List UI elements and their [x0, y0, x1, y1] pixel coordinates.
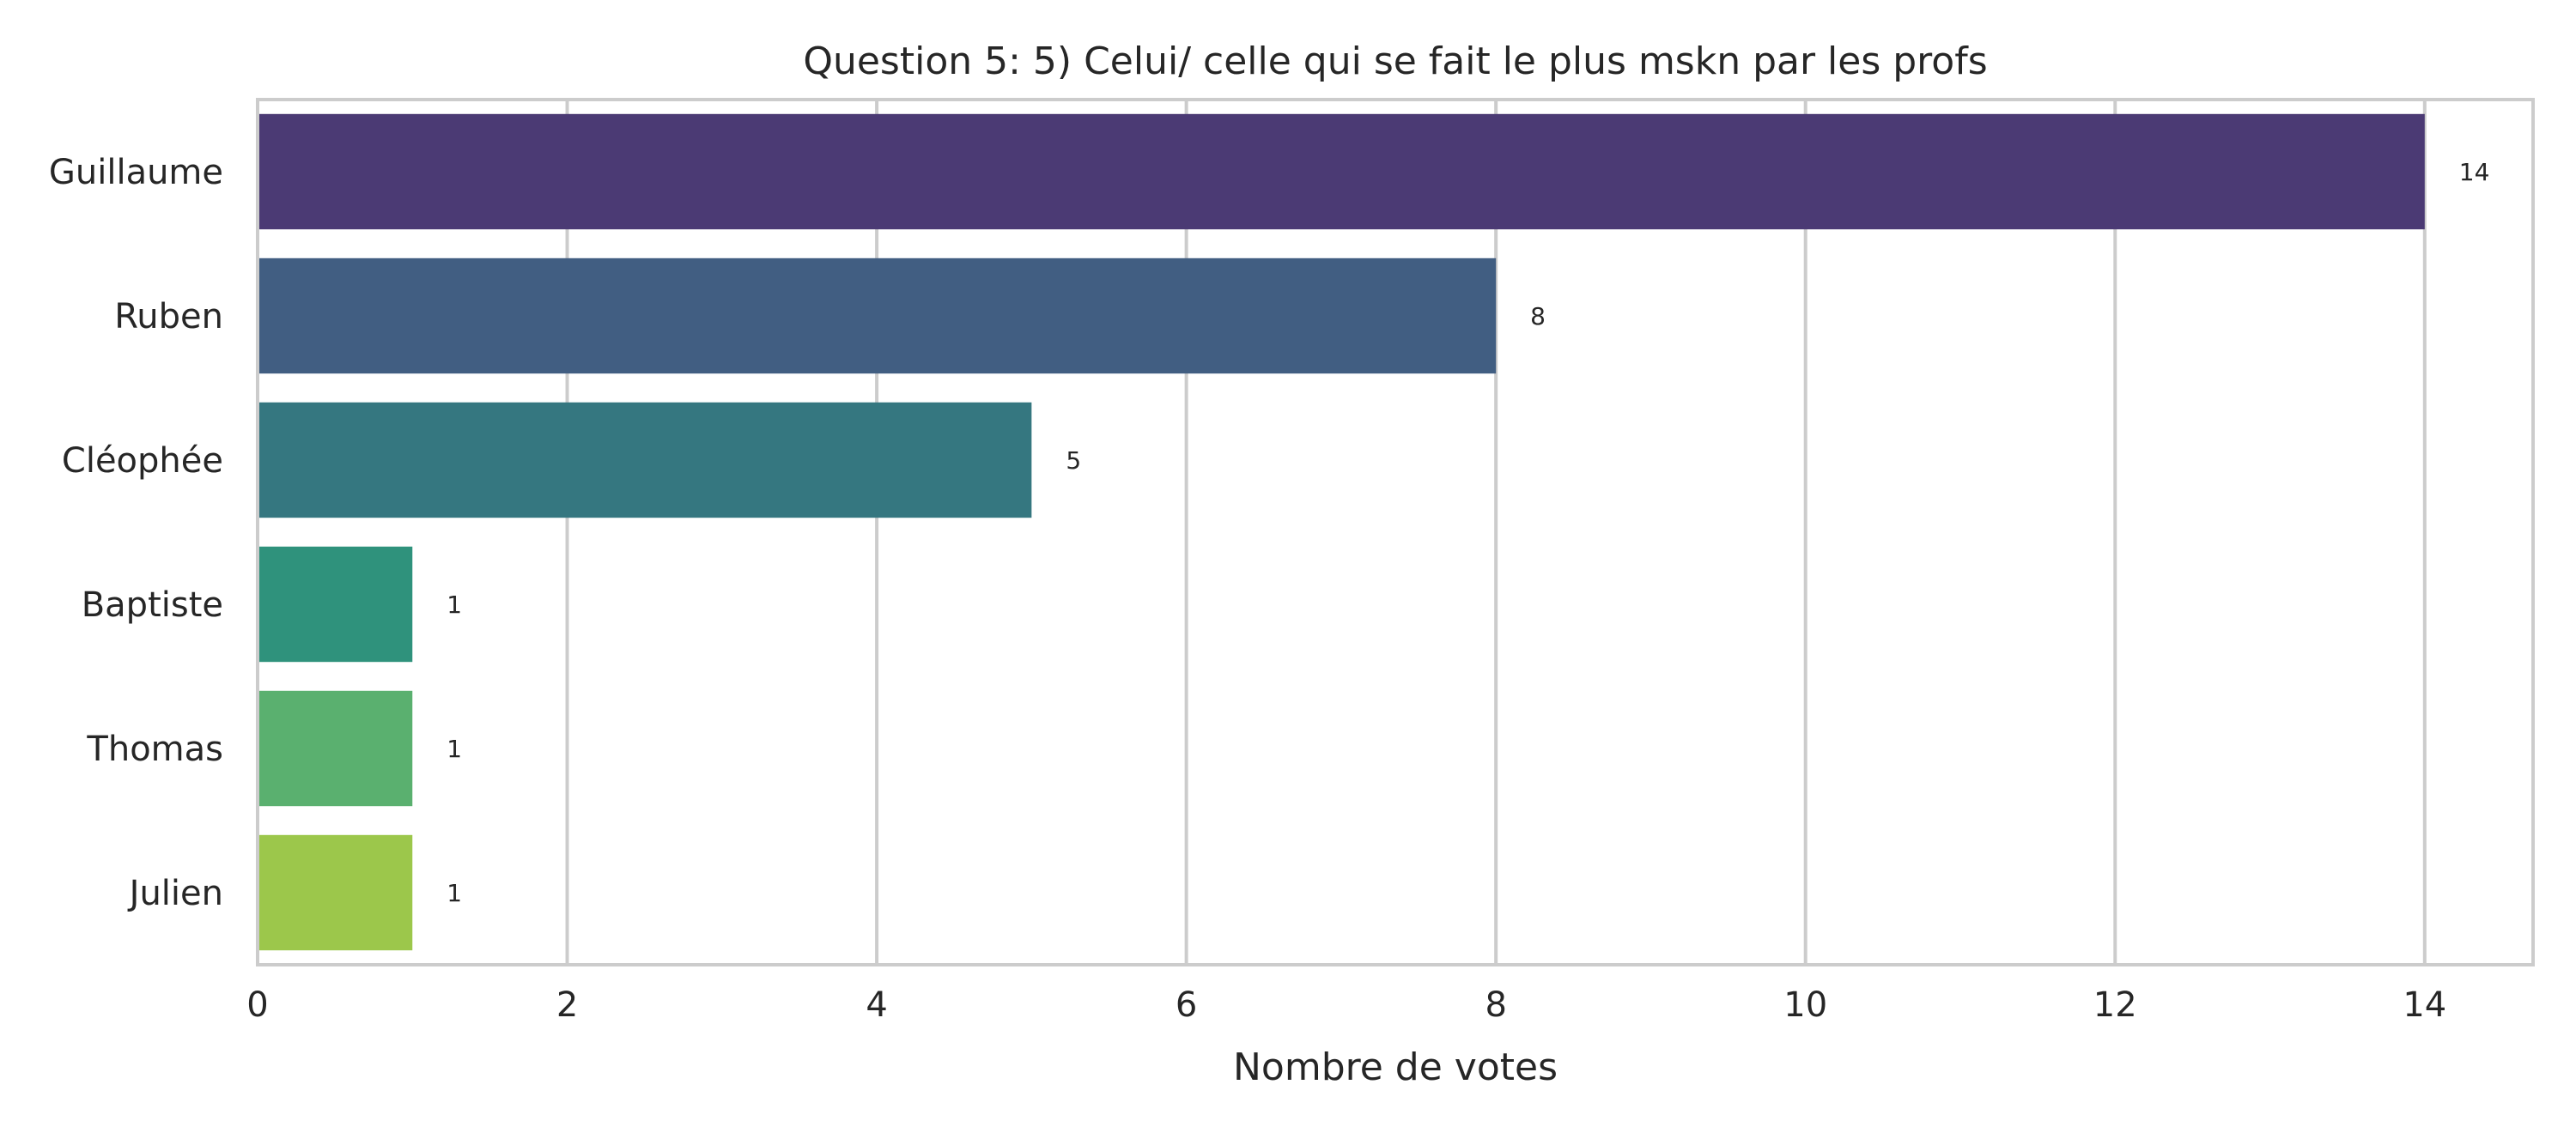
x-tick-label: 0 [246, 985, 268, 1025]
bar-value-label: 1 [447, 879, 462, 907]
y-tick-label: Julien [127, 874, 223, 913]
bar [258, 546, 413, 663]
bar [258, 258, 1497, 374]
bar [258, 690, 413, 807]
bar-value-label: 8 [1530, 302, 1546, 330]
x-axis-ticks: 0 2 4 6 8 10 12 14 [246, 985, 2446, 1025]
bar-value-label: 1 [447, 591, 462, 619]
y-tick-label: Thomas [86, 730, 223, 769]
bar [258, 113, 2425, 230]
x-tick-label: 14 [2403, 985, 2446, 1025]
bar-value-label: 14 [2459, 158, 2490, 186]
x-tick-label: 2 [556, 985, 578, 1025]
x-tick-label: 8 [1485, 985, 1506, 1025]
y-tick-label: Ruben [114, 297, 223, 336]
plot-frame [256, 98, 2535, 966]
x-tick-label: 6 [1176, 985, 1197, 1025]
y-tick-label: Cléophée [62, 441, 223, 481]
x-axis-label: Nombre de votes [1233, 1045, 1558, 1089]
bar-value-label: 1 [447, 735, 462, 763]
y-axis-ticks: Guillaume Ruben Cléophée Baptiste Thomas Juli… [49, 153, 223, 913]
x-tick-label: 10 [1783, 985, 1827, 1025]
bar [258, 834, 413, 951]
x-tick-label: 4 [866, 985, 887, 1025]
chart-title: Question 5: 5) Celui/ celle qui se fait … [803, 39, 1987, 83]
bar-value-labels: 14 8 5 1 1 1 [447, 158, 2489, 907]
plot-area [258, 100, 2533, 965]
y-tick-label: Guillaume [49, 153, 223, 192]
y-tick-label: Baptiste [82, 585, 223, 625]
x-tick-label: 12 [2093, 985, 2137, 1025]
bars [258, 113, 2425, 951]
bar [258, 402, 1032, 518]
bar-value-label: 5 [1066, 446, 1081, 475]
